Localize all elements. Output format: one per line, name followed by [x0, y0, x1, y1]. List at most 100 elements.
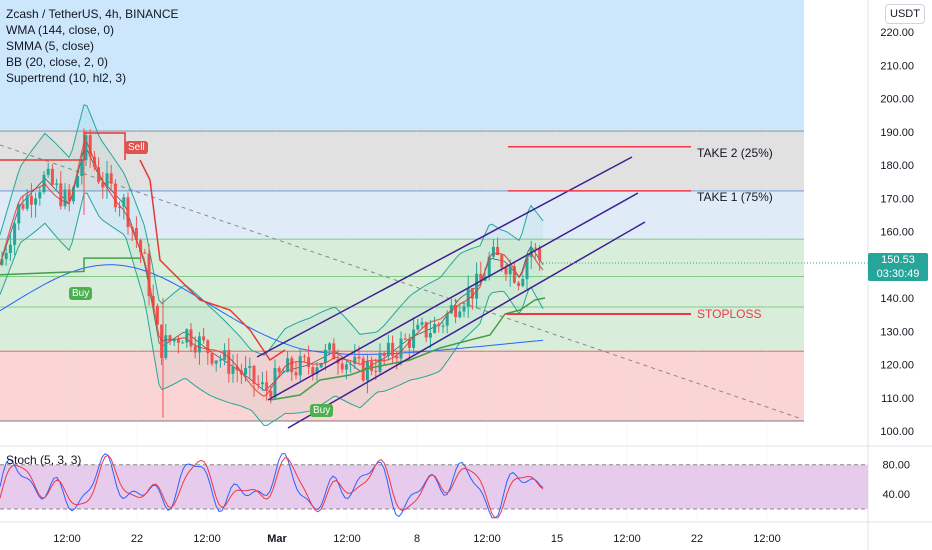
candle-body-50 — [210, 353, 214, 364]
indicator-bb[interactable]: BB (20, close, 2, 0) — [6, 55, 109, 69]
take1-label[interactable]: TAKE 1 (75%) — [697, 190, 773, 204]
symbol-title[interactable]: Zcash / TetherUS, 4h, BINANCE — [6, 7, 179, 21]
candle-body-114 — [479, 273, 483, 281]
candle-body-89 — [374, 370, 378, 372]
candle-body-35 — [147, 253, 151, 297]
candle-body-116 — [487, 256, 491, 277]
candle-body-72 — [302, 356, 306, 358]
bar-countdown: 03:30:49 — [876, 268, 920, 280]
price-tick-10: 120.00 — [880, 360, 914, 372]
candle-body-76 — [319, 363, 323, 368]
candle-body-2 — [8, 244, 12, 254]
candle-body-55 — [231, 366, 235, 374]
candle-body-81 — [340, 363, 344, 370]
candle-body-51 — [214, 360, 218, 364]
candle-body-20 — [84, 135, 88, 161]
supertrend-red-2 — [139, 159, 286, 362]
time-label-6: 12:00 — [473, 533, 501, 545]
stoch-band — [0, 464, 868, 509]
channel-lower — [287, 221, 646, 429]
candle-body-3 — [13, 223, 17, 245]
sell-signal: Sell — [125, 141, 148, 154]
candle-body-84 — [353, 356, 357, 364]
candle-body-74 — [311, 367, 315, 375]
take2-label[interactable]: TAKE 2 (25%) — [697, 146, 773, 160]
candle-body-97 — [407, 338, 411, 348]
currency-button[interactable]: USDT — [885, 4, 925, 24]
candle-body-82 — [344, 364, 348, 370]
stoch-tick-40: 40.00 — [882, 489, 910, 501]
time-label-3: Mar — [267, 533, 287, 545]
candle-body-112 — [470, 288, 474, 299]
candle-body-78 — [328, 343, 332, 350]
stoch-tick-80: 80.00 — [882, 460, 910, 472]
candle-body-119 — [500, 254, 504, 268]
candle-body-15 — [63, 189, 67, 207]
candle-body-102 — [428, 332, 432, 338]
candle-body-105 — [441, 325, 445, 327]
candle-body-100 — [420, 322, 424, 325]
candle-body-125 — [525, 257, 529, 280]
candle-body-56 — [235, 366, 239, 371]
candle-body-49 — [206, 340, 210, 354]
candle-body-86 — [361, 358, 365, 381]
stoch-d-line — [0, 454, 544, 519]
stoch-k-line — [0, 453, 544, 519]
candle-body-44 — [185, 329, 189, 343]
candle-body-64 — [269, 390, 273, 398]
candle-body-109 — [458, 311, 462, 318]
candle-body-92 — [386, 342, 390, 357]
candle-body-47 — [197, 336, 201, 353]
candle-body-12 — [50, 168, 54, 185]
candle-body-30 — [126, 197, 130, 227]
candle-body-77 — [323, 349, 327, 364]
wma-line — [0, 264, 544, 355]
candle-body-59 — [248, 365, 252, 368]
candle-body-9 — [38, 192, 42, 199]
candle-body-31 — [130, 226, 134, 229]
candle-body-17 — [71, 187, 75, 202]
stoch-label[interactable]: Stoch (5, 3, 3) — [6, 453, 82, 467]
zone-blue — [0, 0, 804, 132]
candle-body-99 — [416, 324, 420, 330]
candle-body-90 — [378, 352, 382, 372]
candle-body-123 — [517, 282, 521, 286]
candle-body-26 — [109, 173, 113, 184]
candle-body-46 — [193, 346, 197, 353]
candle-body-75 — [315, 367, 319, 375]
candle-body-83 — [349, 363, 353, 365]
candle-body-41 — [172, 338, 176, 342]
indicator-supertrend[interactable]: Supertrend (10, hl2, 3) — [6, 71, 127, 85]
candle-body-108 — [454, 305, 458, 318]
candle-body-5 — [21, 204, 25, 209]
candle-body-91 — [382, 352, 386, 357]
candle-body-0 — [0, 259, 4, 265]
candle-body-10 — [42, 174, 46, 193]
candle-body-11 — [46, 168, 50, 175]
candle-body-40 — [168, 335, 172, 342]
supertrend-green-1 — [0, 257, 140, 276]
candle-body-34 — [143, 252, 147, 254]
price-tick-5: 170.00 — [880, 193, 914, 205]
bb-upper — [0, 104, 544, 356]
time-label-1: 22 — [131, 533, 143, 545]
candle-body-54 — [227, 350, 231, 374]
candle-body-18 — [76, 175, 80, 188]
candle-body-124 — [521, 279, 525, 286]
price-tick-11: 110.00 — [881, 393, 914, 405]
price-tick-8: 140.00 — [880, 293, 914, 305]
candle-body-61 — [256, 383, 260, 385]
stoploss-label[interactable]: STOPLOSS — [697, 307, 762, 321]
indicator-smma[interactable]: SMMA (5, close) — [6, 39, 95, 53]
supertrend-green-2 — [269, 297, 546, 401]
chart-legend: Zcash / TetherUS, 4h, BINANCE WMA (144, … — [6, 6, 179, 86]
indicator-wma[interactable]: WMA (144, close, 0) — [6, 23, 115, 37]
time-label-4: 12:00 — [333, 533, 361, 545]
candle-body-128 — [538, 248, 542, 261]
candle-body-48 — [202, 336, 206, 341]
candle-body-66 — [277, 368, 281, 373]
candle-body-71 — [298, 356, 302, 376]
candle-body-104 — [437, 323, 441, 327]
candle-body-39 — [164, 335, 168, 358]
